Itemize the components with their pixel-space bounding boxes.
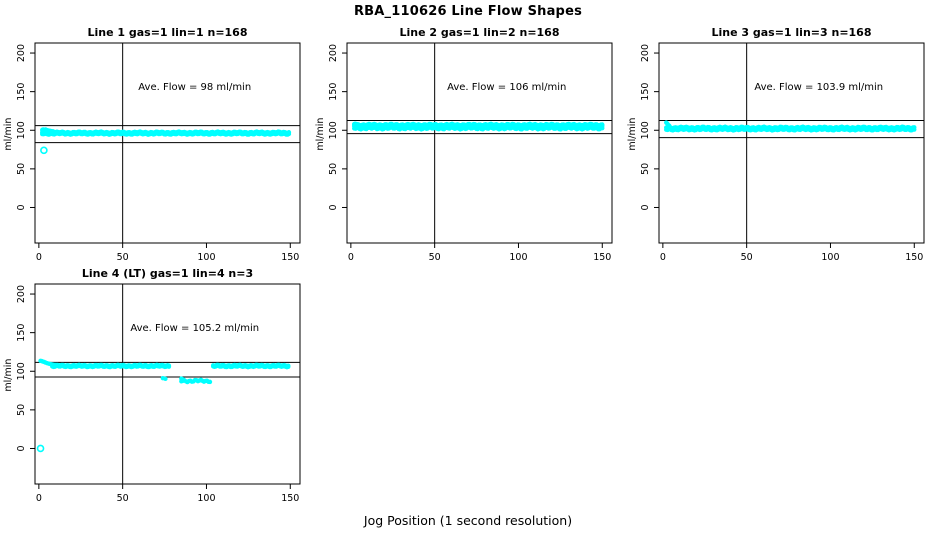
plot-title: Line 3 gas=1 lin=3 n=168 xyxy=(711,26,871,39)
x-tick-label: 0 xyxy=(36,252,42,262)
y-tick-label: 50 xyxy=(640,163,651,175)
x-tick-label: 0 xyxy=(348,252,354,262)
plot-title: Line 1 gas=1 lin=1 n=168 xyxy=(87,26,247,39)
y-axis-label: ml/min xyxy=(3,359,14,392)
y-tick-label: 50 xyxy=(16,163,27,175)
outlier-point xyxy=(40,146,48,155)
x-tick-label: 150 xyxy=(281,252,299,262)
x-tick-label: 100 xyxy=(509,252,527,262)
data-point xyxy=(58,363,63,368)
y-tick-label: 0 xyxy=(16,204,27,210)
x-tick-label: 50 xyxy=(117,493,129,503)
plot-title: Line 2 gas=1 lin=2 n=168 xyxy=(399,26,559,39)
x-tick-label: 100 xyxy=(197,493,215,503)
data-point xyxy=(180,377,186,382)
data-point xyxy=(163,376,168,382)
ave-flow-annotation: Ave. Flow = 105.2 ml/min xyxy=(130,323,259,334)
x-tick-label: 150 xyxy=(281,493,299,503)
y-tick-label: 0 xyxy=(328,204,339,210)
data-point xyxy=(912,125,917,130)
empty-cell xyxy=(624,263,936,504)
x-tick-label: 50 xyxy=(429,252,441,262)
y-tick-label: 100 xyxy=(16,362,27,380)
empty-cell xyxy=(312,263,624,504)
data-point xyxy=(286,363,291,368)
data-point xyxy=(50,129,56,134)
ave-flow-annotation: Ave. Flow = 103.9 ml/min xyxy=(754,82,883,93)
y-tick-label: 150 xyxy=(16,324,27,342)
x-tick-label: 50 xyxy=(741,252,753,262)
x-tick-label: 50 xyxy=(117,252,129,262)
x-tick-label: 100 xyxy=(821,252,839,262)
y-tick-label: 200 xyxy=(16,285,27,303)
y-tick-label: 100 xyxy=(328,121,339,139)
data-point xyxy=(207,379,213,385)
y-tick-label: 200 xyxy=(640,44,651,62)
main-title: RBA_110626 Line Flow Shapes xyxy=(353,4,583,19)
y-tick-label: 200 xyxy=(16,44,27,62)
y-tick-label: 200 xyxy=(328,44,339,62)
ave-flow-annotation: Ave. Flow = 106 ml/min xyxy=(447,82,566,93)
y-tick-label: 150 xyxy=(640,83,651,101)
subplot-line-4: Line 4 (LT) gas=1 lin=4 n=3 0 50 100 150 0 50 1… xyxy=(3,267,301,503)
x-tick-label: 150 xyxy=(593,252,611,262)
x-tick-label: 0 xyxy=(660,252,666,262)
ave-flow-annotation: Ave. Flow = 98 ml/min xyxy=(138,82,251,93)
y-tick-label: 50 xyxy=(328,163,339,175)
y-tick-label: 0 xyxy=(16,445,27,451)
x-axis-title: Jog Position (1 second resolution) xyxy=(363,513,573,528)
data-point xyxy=(354,121,359,127)
y-tick-label: 150 xyxy=(328,83,339,101)
y-tick-label: 100 xyxy=(16,121,27,139)
x-tick-label: 100 xyxy=(197,252,215,262)
subplot-line-2: Line 2 gas=1 lin=2 n=168 0 50 100 150 0 50 100 1… xyxy=(315,26,613,262)
subplot-line-1: Line 1 gas=1 lin=1 n=168 0 50 100 150 0 50 100 1… xyxy=(3,26,301,262)
plot-box xyxy=(658,42,925,244)
plot-box xyxy=(34,283,301,485)
y-tick-label: 150 xyxy=(16,83,27,101)
data-point xyxy=(600,122,605,127)
y-axis-label: ml/min xyxy=(627,118,638,151)
data-point xyxy=(667,123,672,128)
y-tick-label: 100 xyxy=(640,121,651,139)
y-axis-label: ml/min xyxy=(315,118,326,151)
x-tick-label: 150 xyxy=(905,252,923,262)
y-tick-label: 0 xyxy=(640,204,651,210)
data-point xyxy=(61,363,67,368)
x-tick-label: 0 xyxy=(36,493,42,503)
data-point xyxy=(55,362,60,368)
y-axis-label: ml/min xyxy=(3,118,14,151)
plot-title: Line 4 (LT) gas=1 lin=4 n=3 xyxy=(82,267,253,280)
data-point xyxy=(166,363,172,368)
plot-grid: Line 1 gas=1 lin=1 n=168 0 50 100 150 0 50 100 1… xyxy=(0,22,936,504)
y-tick-label: 50 xyxy=(16,404,27,416)
plot-box xyxy=(346,42,613,244)
outlier-point xyxy=(36,444,45,453)
subplot-line-3: Line 3 gas=1 lin=3 n=168 0 50 100 150 0 50 100 1… xyxy=(627,26,925,262)
data-point xyxy=(286,130,292,135)
